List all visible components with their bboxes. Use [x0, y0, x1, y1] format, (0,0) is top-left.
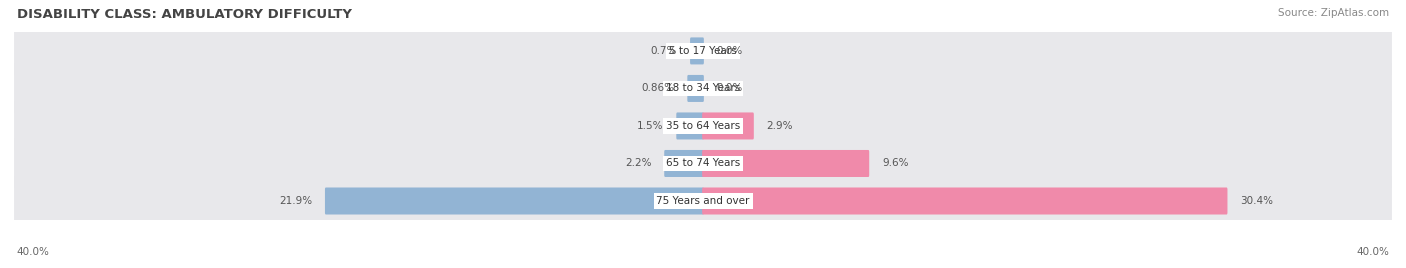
Text: 2.9%: 2.9% [766, 121, 793, 131]
Text: 5 to 17 Years: 5 to 17 Years [669, 46, 737, 56]
Text: 0.0%: 0.0% [717, 83, 742, 94]
Text: 1.5%: 1.5% [637, 121, 664, 131]
Text: 30.4%: 30.4% [1240, 196, 1274, 206]
FancyBboxPatch shape [14, 59, 1392, 117]
Text: 65 to 74 Years: 65 to 74 Years [666, 158, 740, 169]
FancyBboxPatch shape [14, 97, 1392, 155]
Text: 9.6%: 9.6% [882, 158, 908, 169]
FancyBboxPatch shape [325, 188, 704, 214]
FancyBboxPatch shape [702, 150, 869, 177]
Text: 0.0%: 0.0% [717, 46, 742, 56]
FancyBboxPatch shape [14, 135, 1392, 192]
Text: DISABILITY CLASS: AMBULATORY DIFFICULTY: DISABILITY CLASS: AMBULATORY DIFFICULTY [17, 8, 352, 21]
Text: 2.2%: 2.2% [624, 158, 651, 169]
FancyBboxPatch shape [702, 113, 754, 139]
Text: 35 to 64 Years: 35 to 64 Years [666, 121, 740, 131]
Text: Source: ZipAtlas.com: Source: ZipAtlas.com [1278, 8, 1389, 18]
FancyBboxPatch shape [14, 172, 1392, 230]
FancyBboxPatch shape [14, 22, 1392, 80]
Text: 40.0%: 40.0% [17, 247, 49, 257]
Text: 0.7%: 0.7% [651, 46, 678, 56]
FancyBboxPatch shape [676, 113, 704, 139]
Text: 21.9%: 21.9% [278, 196, 312, 206]
FancyBboxPatch shape [688, 75, 704, 102]
FancyBboxPatch shape [664, 150, 704, 177]
Text: 18 to 34 Years: 18 to 34 Years [666, 83, 740, 94]
FancyBboxPatch shape [702, 188, 1227, 214]
Text: 40.0%: 40.0% [1357, 247, 1389, 257]
Text: 0.86%: 0.86% [641, 83, 675, 94]
Text: 75 Years and over: 75 Years and over [657, 196, 749, 206]
FancyBboxPatch shape [690, 38, 704, 64]
